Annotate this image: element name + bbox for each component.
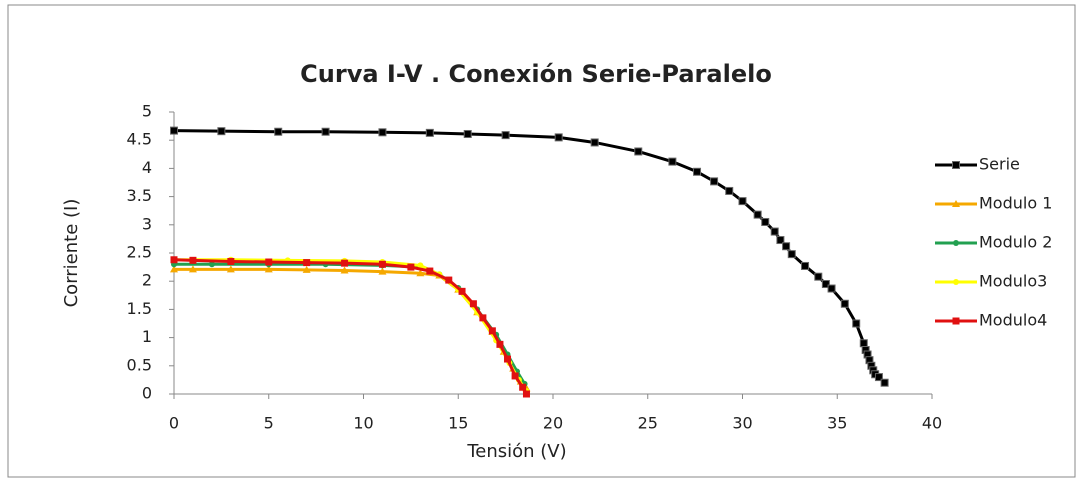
marker [188,265,197,273]
marker [554,133,563,142]
marker [852,319,861,328]
marker [590,138,599,147]
marker [634,147,643,156]
marker [496,340,504,348]
x-tick-label: 15 [448,414,468,433]
marker [265,258,273,266]
y-tick-label: 2 [142,271,152,290]
y-tick-label: 4 [142,158,152,177]
y-tick-label: 2.5 [127,243,152,262]
marker [519,383,527,391]
marker [458,287,466,295]
marker [416,269,425,277]
y-axis-title: Corriente (I) [61,199,82,308]
marker [226,265,235,273]
marker [378,260,386,268]
marker [710,177,719,186]
x-tick-label: 35 [827,414,847,433]
y-tick-label: 5 [142,102,152,121]
marker [170,265,178,273]
y-tick-label: 1 [142,327,152,346]
marker [953,240,959,246]
marker [522,390,530,398]
marker [821,280,830,289]
chart-frame [7,4,1076,478]
marker [753,210,762,219]
marker [469,300,477,308]
marker [227,257,235,265]
marker [302,265,311,273]
marker [463,129,472,138]
marker [264,265,273,273]
marker [303,259,311,267]
marker [693,167,702,176]
marker [827,284,836,293]
marker [953,279,959,285]
legend-label: Modulo 2 [979,233,1052,252]
x-tick-label: 0 [169,414,179,433]
marker [874,373,883,382]
marker [770,227,779,236]
x-tick-label: 25 [638,414,658,433]
x-tick-label: 30 [732,414,752,433]
marker [776,236,785,245]
chart-title: Curva I-V . Conexión Serie-Paralelo [300,60,772,88]
marker [761,217,770,226]
marker [488,327,496,335]
marker [952,161,960,169]
marker [189,256,197,264]
marker [501,131,510,140]
marker [952,317,960,325]
marker [417,262,424,269]
marker [321,127,330,136]
x-tick-label: 5 [264,414,274,433]
marker [859,339,868,348]
marker [274,127,283,136]
marker [479,314,487,322]
marker [378,267,387,275]
legend-label: Modulo4 [979,311,1047,330]
marker [814,272,823,281]
y-tick-label: 1.5 [127,299,152,318]
x-axis-title: Tensión (V) [466,441,566,462]
marker [208,261,215,268]
marker [504,355,512,363]
x-tick-label: 40 [922,414,942,433]
marker [738,197,747,206]
y-tick-label: 3.5 [127,186,152,205]
x-tick-label: 10 [353,414,373,433]
marker [341,259,349,267]
marker [217,127,226,136]
y-tick-label: 0 [142,384,152,403]
marker [782,242,791,251]
marker [170,126,178,135]
marker [378,128,387,137]
marker [407,263,415,271]
marker [340,266,349,274]
marker [880,378,889,387]
legend-label: Modulo3 [979,272,1047,291]
marker [668,157,677,166]
legend-label: Modulo 1 [979,194,1052,213]
marker [787,250,796,259]
marker [801,261,810,270]
marker [725,186,734,195]
marker [425,128,434,137]
marker [511,372,519,380]
y-tick-label: 0.5 [127,355,152,374]
x-tick-label: 20 [543,414,563,433]
y-tick-label: 4.5 [127,130,152,149]
marker [426,267,434,275]
marker [952,200,960,207]
y-tick-label: 3 [142,214,152,233]
marker [840,299,849,308]
marker [170,256,178,264]
marker [445,276,453,284]
legend-label: Serie [979,155,1020,174]
